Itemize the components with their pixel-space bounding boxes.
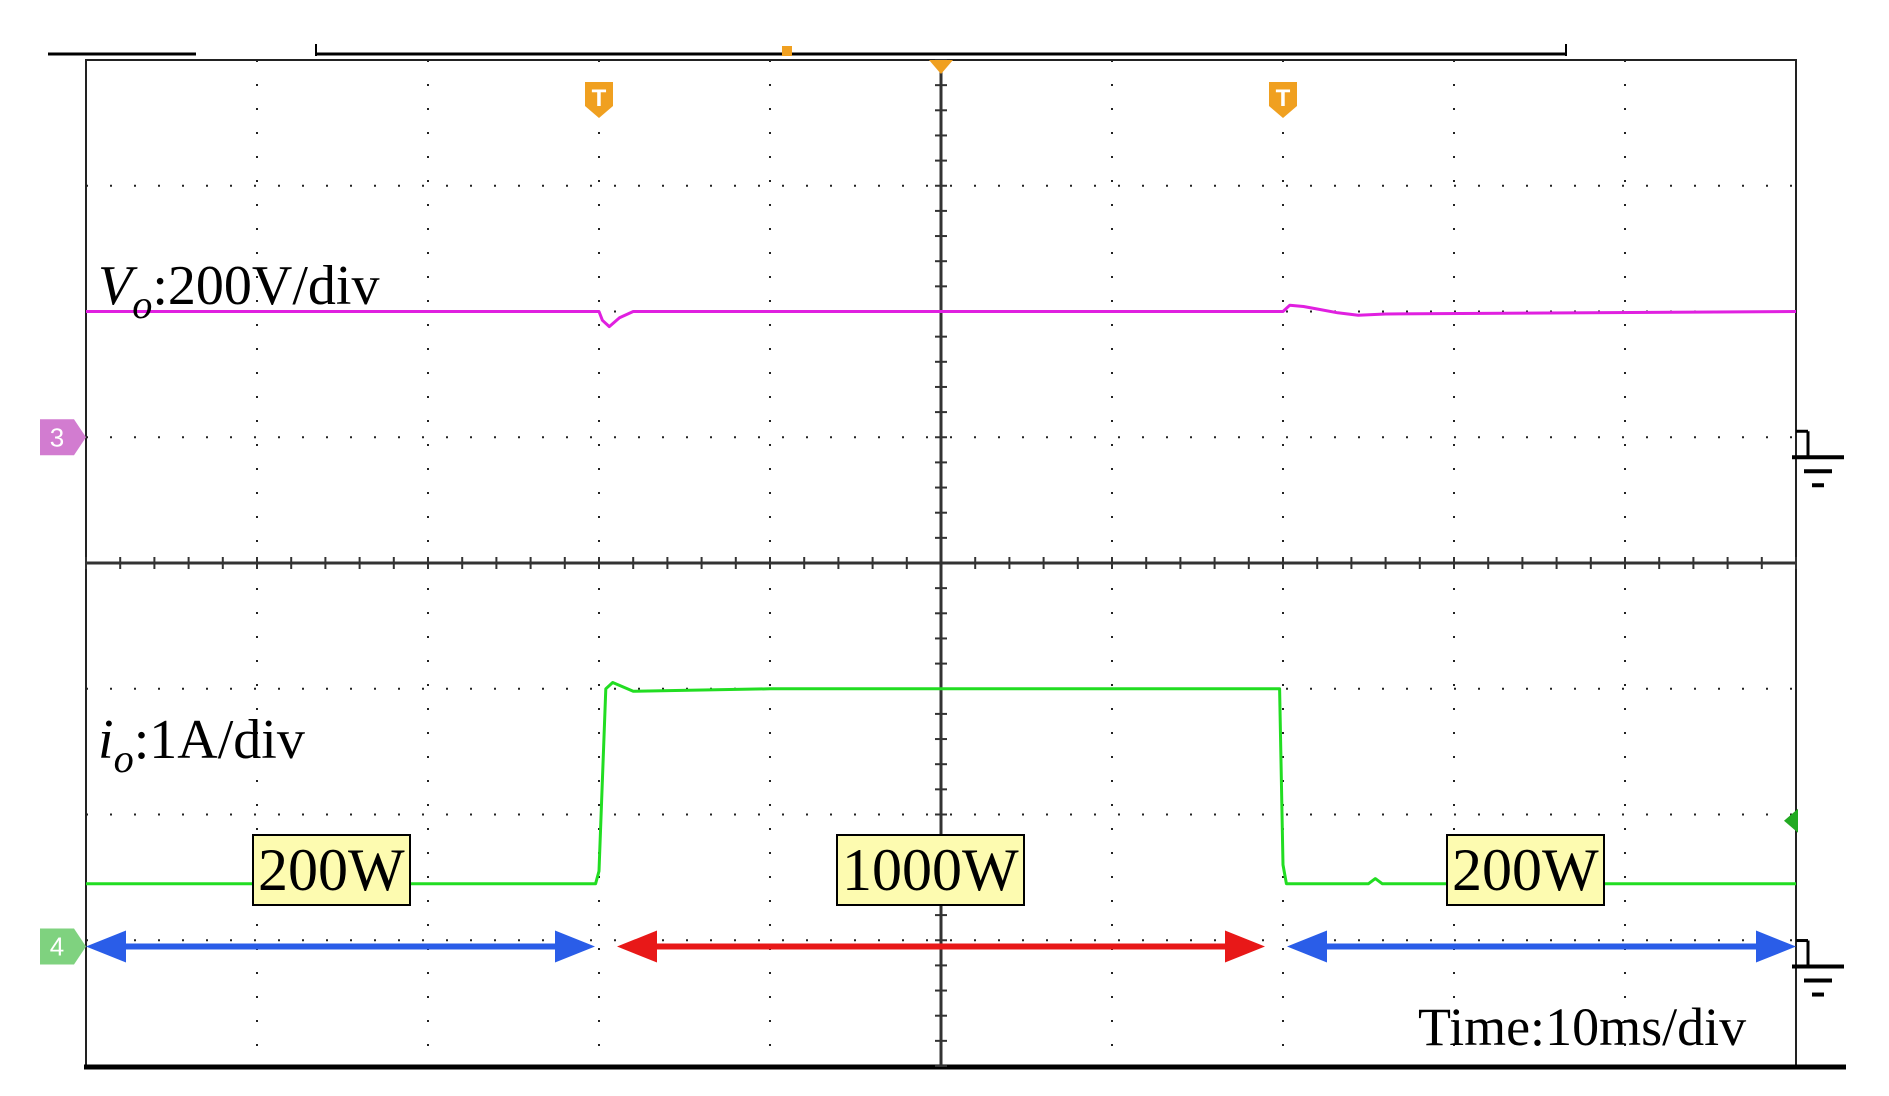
trigger-marker-icon: T bbox=[1269, 82, 1297, 118]
region-arrow-head-left bbox=[1287, 930, 1327, 963]
trigger-time-icon bbox=[929, 60, 953, 74]
channel-4-marker-icon: 4 bbox=[40, 928, 86, 965]
region-label-right: 200W bbox=[1446, 834, 1605, 906]
region-arrow-head-left bbox=[86, 930, 126, 963]
marker-layer: T T 3 4 bbox=[40, 60, 1844, 997]
trigger-marker-shape bbox=[1269, 82, 1297, 118]
ground-icon bbox=[1792, 429, 1844, 488]
channel-marker-shape bbox=[40, 928, 86, 965]
trigger-marker-letter: T bbox=[1276, 85, 1291, 112]
trigger-marker-icon: T bbox=[585, 82, 613, 118]
trace-io bbox=[86, 681, 1796, 886]
trace-layer bbox=[86, 303, 1797, 886]
trigger-position-icon bbox=[782, 46, 792, 56]
power-region-arrows bbox=[86, 930, 1796, 963]
top-status-strip bbox=[48, 44, 1567, 56]
region-arrow-head-right bbox=[555, 930, 595, 963]
trigger-marker-letter: T bbox=[592, 85, 607, 112]
channel-3-marker-icon: 3 bbox=[40, 419, 86, 456]
region-arrow-head-right bbox=[1225, 930, 1265, 963]
io-scale-label: io:1A/div bbox=[98, 709, 305, 782]
region-label-left: 200W bbox=[252, 834, 411, 906]
region-arrow-head-right bbox=[1756, 930, 1796, 963]
channel-marker-label: 4 bbox=[50, 932, 64, 962]
vo-scale-label: Vo:200V/div bbox=[98, 255, 380, 328]
region-label-middle: 1000W bbox=[836, 834, 1025, 906]
trace-vo bbox=[86, 303, 1797, 329]
channel-marker-shape bbox=[40, 419, 86, 456]
region-arrow-head-left bbox=[617, 930, 657, 963]
channel-marker-label: 3 bbox=[50, 422, 64, 452]
ground-icon bbox=[1792, 939, 1844, 997]
trigger-marker-shape bbox=[585, 82, 613, 118]
time-scale-label: Time:10ms/div bbox=[1418, 997, 1747, 1057]
graticule bbox=[84, 59, 1846, 1070]
channel-4-level-icon bbox=[1784, 808, 1798, 833]
